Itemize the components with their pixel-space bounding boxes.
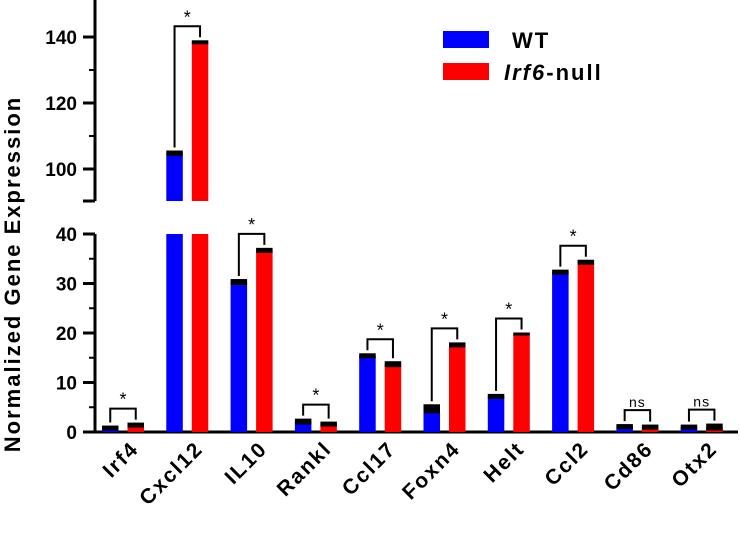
significance-bracket [623,409,652,422]
category-label-foxn4: Foxn4 [398,437,465,504]
bar-cxcl12-wt-upper [166,153,183,201]
y-tick-label: 20 [56,324,77,345]
legend-label-wt: WT [512,28,550,53]
error-bar [102,425,119,431]
bar-rankl-irf6-null [320,424,337,432]
y-axis-label: Normalized Gene Expression [0,96,25,452]
error-bar [616,424,633,430]
bar-foxn4-irf6-null [449,344,466,432]
significance-label: ns [693,394,710,410]
y-tick-label: 10 [56,374,77,395]
significance-label: * [184,7,191,27]
error-bar [384,361,402,368]
significance-bracket [687,408,716,422]
bars [102,40,723,432]
error-bar [256,247,273,253]
legend-swatch-wt [443,31,489,48]
y-tick-label: 140 [45,28,77,49]
error-bar [230,279,248,285]
error-bar [706,423,723,431]
significance-bracket [495,317,523,391]
bar-cxcl12-wt-lower [166,234,183,432]
error-bar [552,269,569,275]
legend-label-irf6-null: Irf6-null [504,60,603,85]
bar-il10-wt [230,282,248,432]
bar-ccl2-irf6-null [577,262,595,432]
category-label-rankl: Rankl [273,437,337,501]
error-bar [359,353,376,359]
y-tick-label: 30 [56,275,77,296]
y-tick-label: 120 [45,94,77,115]
bar-cd86-wt [616,426,633,432]
significance-label: * [505,299,512,319]
category-label-otx2: Otx2 [667,437,722,492]
significance-label: * [377,320,384,340]
error-bar [423,404,440,414]
error-bar [320,421,337,427]
bar-il10-irf6-null [256,250,273,432]
bar-irf4-irf6-null [127,425,144,432]
bar-ccl2-wt [552,272,569,432]
significance-label: * [441,309,448,329]
error-bar [166,150,183,156]
bar-helt-wt [487,396,505,432]
category-label-cxcl12: Cxcl12 [135,437,208,510]
bar-cxcl12-irf6-null-upper [191,42,209,201]
significance-label: * [312,386,319,406]
significance-label: * [248,215,255,235]
significance-bracket [430,327,459,402]
legend: WT Irf6-null [443,28,603,85]
error-bar [577,259,595,265]
error-bar [487,393,505,399]
category-label-ccl2: Ccl2 [540,437,593,490]
significance-bracket [302,403,330,419]
significance-bracket [109,407,137,423]
significance-bracket [173,25,202,148]
category-label-il10: IL10 [220,437,272,489]
y-tick-label: 0 [66,423,77,444]
significance-bracket [366,338,394,359]
error-bar [680,424,698,430]
bar-foxn4-wt [423,408,440,432]
bar-ccl17-wt [359,355,376,432]
category-label-cd86: Cd86 [600,437,658,495]
error-bar [127,422,144,428]
y-tick-label: 100 [45,160,77,181]
bar-cxcl12-irf6-null-lower [191,234,209,432]
error-bar [294,418,312,425]
significance-label: ns [629,394,646,410]
bar-rankl-wt [294,421,312,432]
error-bar [449,342,466,348]
significance-annotations: * * * * * * * * ns ns [109,7,716,423]
tick-labels: 0 10 20 30 40 100 120 140 [45,28,77,444]
bar-helt-irf6-null [513,333,530,432]
error-bar [513,332,530,336]
category-label-ccl17: Ccl17 [338,437,401,500]
bar-ccl17-irf6-null [384,364,402,432]
legend-swatch-irf6-null [443,63,489,80]
legend-label-irf6-italic: Irf6 [504,60,546,85]
category-label-helt: Helt [479,437,529,487]
significance-bracket [559,244,587,267]
significance-label: * [570,227,577,247]
error-bar [191,40,209,45]
y-tick-label: 40 [56,225,77,246]
significance-label: * [119,390,126,410]
category-label-irf4: Irf4 [99,437,144,482]
legend-label-null: -null [546,60,602,85]
error-bar [641,424,659,430]
significance-bracket [237,232,266,277]
